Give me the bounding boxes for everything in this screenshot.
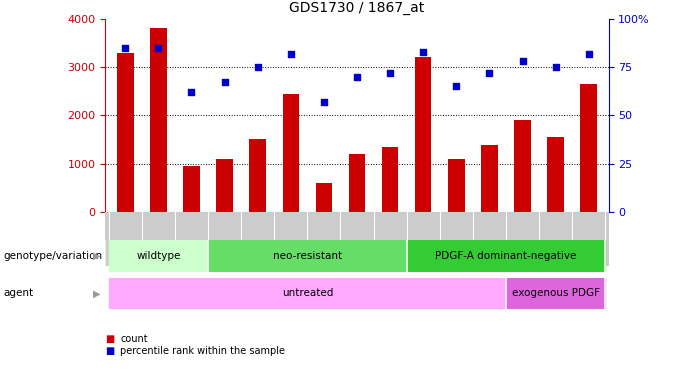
- Bar: [506, 278, 605, 309]
- Bar: [481, 145, 498, 212]
- Text: untreated: untreated: [282, 288, 333, 298]
- Text: percentile rank within the sample: percentile rank within the sample: [120, 346, 286, 355]
- Text: PDGF-A dominant-negative: PDGF-A dominant-negative: [435, 251, 577, 261]
- Point: [385, 70, 396, 76]
- Bar: [208, 240, 407, 272]
- Point: [517, 58, 528, 64]
- Text: ▶: ▶: [93, 288, 101, 298]
- Point: [120, 45, 131, 51]
- Bar: [349, 154, 365, 212]
- Point: [219, 80, 230, 86]
- Point: [583, 51, 594, 57]
- Bar: [216, 159, 233, 212]
- Text: exogenous PDGF: exogenous PDGF: [511, 288, 600, 298]
- Bar: [109, 240, 208, 272]
- Bar: [150, 28, 167, 212]
- Text: neo-resistant: neo-resistant: [273, 251, 342, 261]
- Point: [484, 70, 495, 76]
- Text: wildtype: wildtype: [136, 251, 181, 261]
- Bar: [448, 159, 464, 212]
- Bar: [250, 140, 266, 212]
- Point: [550, 64, 561, 70]
- Bar: [407, 240, 605, 272]
- Point: [252, 64, 263, 70]
- Bar: [547, 136, 564, 212]
- Point: [286, 51, 296, 57]
- Bar: [415, 57, 432, 212]
- Bar: [117, 53, 133, 212]
- Point: [153, 45, 164, 51]
- Bar: [581, 84, 597, 212]
- Point: [352, 74, 362, 80]
- Bar: [382, 147, 398, 212]
- Bar: [282, 94, 299, 212]
- Point: [318, 99, 329, 105]
- Text: genotype/variation: genotype/variation: [3, 251, 103, 261]
- Bar: [109, 278, 506, 309]
- Point: [186, 89, 197, 95]
- Point: [418, 49, 428, 55]
- Point: [451, 83, 462, 89]
- Text: count: count: [120, 334, 148, 344]
- Bar: [316, 183, 332, 212]
- Text: ▶: ▶: [93, 251, 101, 261]
- Text: ■: ■: [105, 346, 115, 355]
- Bar: [183, 166, 200, 212]
- Title: GDS1730 / 1867_at: GDS1730 / 1867_at: [290, 1, 424, 15]
- Text: ■: ■: [105, 334, 115, 344]
- Bar: [514, 120, 531, 212]
- Text: agent: agent: [3, 288, 33, 298]
